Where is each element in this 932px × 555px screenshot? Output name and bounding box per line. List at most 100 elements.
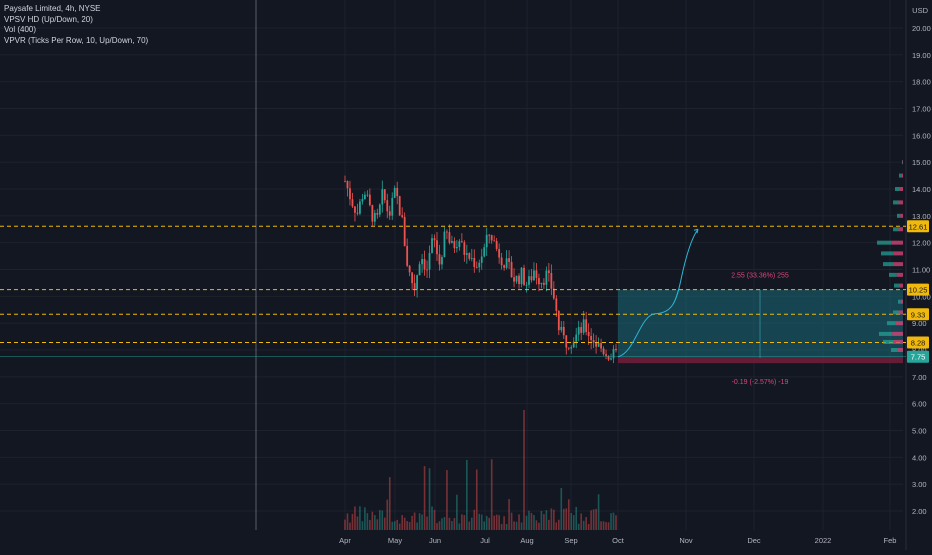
candle-body bbox=[526, 285, 528, 286]
candle-body bbox=[483, 247, 485, 256]
volume-bar bbox=[533, 515, 535, 530]
y-tick-label: 6.00 bbox=[912, 400, 927, 409]
volume-bar bbox=[588, 524, 590, 530]
profile-bar-down bbox=[892, 332, 903, 336]
candle-body bbox=[498, 249, 500, 258]
candle-body bbox=[429, 253, 431, 270]
volume-bar bbox=[386, 500, 388, 530]
candle-body bbox=[568, 348, 570, 349]
volume-bar bbox=[449, 518, 451, 530]
candle-body bbox=[441, 257, 443, 264]
profile-bar-up bbox=[889, 273, 897, 277]
profile-bar-up bbox=[879, 332, 892, 336]
candle-body bbox=[386, 200, 388, 211]
legend-vpvr[interactable]: VPVR (Ticks Per Row, 10, Up/Down, 70) bbox=[4, 36, 148, 47]
candle-body bbox=[508, 258, 510, 262]
profile-bar-up bbox=[891, 348, 898, 352]
x-tick-label: Dec bbox=[747, 536, 761, 545]
candle-body bbox=[523, 268, 525, 285]
volume-bar bbox=[491, 459, 493, 530]
volume-bar bbox=[459, 523, 461, 530]
y-tick-label: 17.00 bbox=[912, 105, 931, 114]
candle-body bbox=[590, 336, 592, 340]
y-tick-label: 11.00 bbox=[912, 266, 930, 275]
volume-bar bbox=[546, 510, 548, 530]
volume-bar bbox=[347, 513, 349, 530]
candle-body bbox=[349, 188, 351, 199]
volume-bar bbox=[575, 507, 577, 530]
x-tick-label: Sep bbox=[564, 536, 577, 545]
volume-bar bbox=[595, 509, 597, 530]
target-measure-label: 2.55 (33.36%) 255 bbox=[731, 273, 789, 280]
candle-body bbox=[521, 268, 523, 284]
volume-bar bbox=[526, 516, 528, 530]
volume-bar bbox=[593, 509, 595, 530]
volume-bar bbox=[359, 506, 361, 530]
profile-bar-up bbox=[877, 241, 891, 245]
candle-body bbox=[615, 349, 617, 350]
volume-bar bbox=[454, 518, 456, 530]
volume-bar bbox=[556, 522, 558, 530]
stop-zone[interactable] bbox=[618, 358, 903, 363]
volume-bar bbox=[416, 523, 418, 530]
candle-body bbox=[466, 253, 468, 255]
candle-body bbox=[419, 264, 421, 275]
volume-bar bbox=[409, 522, 411, 530]
target-zone[interactable] bbox=[618, 290, 903, 358]
candle-body bbox=[503, 265, 505, 268]
candle-body bbox=[511, 262, 513, 277]
volume-bar bbox=[521, 523, 523, 530]
currency-label: USD bbox=[912, 6, 928, 15]
volume-bar bbox=[381, 511, 383, 530]
volume-bar bbox=[483, 521, 485, 530]
volume-bar bbox=[578, 524, 580, 530]
candle-body bbox=[605, 354, 607, 356]
profile-bar-up bbox=[894, 284, 899, 288]
volume-bar bbox=[481, 515, 483, 530]
profile-bar-up bbox=[883, 340, 894, 344]
volume-bar bbox=[536, 520, 538, 530]
volume-bar bbox=[444, 517, 446, 530]
profile-bar-down bbox=[899, 310, 904, 314]
legend-symbol[interactable]: Paysafe Limited, 4h, NYSE bbox=[4, 4, 148, 15]
candle-body bbox=[558, 311, 560, 330]
candle-body bbox=[536, 270, 538, 278]
volume-bar bbox=[523, 410, 525, 530]
candle-body bbox=[588, 332, 590, 336]
volume-bar bbox=[541, 511, 543, 530]
candle-body bbox=[434, 238, 436, 240]
candle-body bbox=[389, 211, 391, 215]
volume-bar bbox=[401, 515, 403, 530]
candle-body bbox=[598, 343, 600, 347]
volume-bar bbox=[364, 507, 366, 530]
candle-body bbox=[453, 241, 455, 248]
y-tick-label: 2.00 bbox=[912, 507, 927, 516]
volume-bar bbox=[548, 520, 550, 530]
candle-body bbox=[376, 213, 378, 215]
candle-body bbox=[451, 241, 453, 243]
volume-bar bbox=[369, 520, 371, 530]
legend-vpsv[interactable]: VPSV HD (Up/Down, 20) bbox=[4, 15, 148, 26]
volume-bar bbox=[476, 470, 478, 530]
stop-measure-label: -0.19 (-2.57%) -19 bbox=[732, 379, 789, 386]
x-tick-label: Nov bbox=[679, 536, 693, 545]
candle-body bbox=[471, 258, 473, 259]
candle-body bbox=[354, 206, 356, 212]
legend-vol[interactable]: Vol (400) bbox=[4, 25, 148, 36]
volume-bar bbox=[478, 514, 480, 530]
volume-bar bbox=[513, 521, 515, 530]
volume-bar bbox=[384, 518, 386, 530]
volume-bar bbox=[580, 514, 582, 530]
volume-bar bbox=[528, 511, 530, 530]
candle-body bbox=[533, 270, 535, 280]
volume-bar bbox=[516, 522, 518, 530]
candle-body bbox=[506, 258, 508, 268]
profile-bar-up bbox=[895, 187, 899, 191]
volume-bar bbox=[501, 524, 503, 530]
candle-body bbox=[406, 246, 408, 266]
volume-bar bbox=[406, 521, 408, 530]
candle-body bbox=[486, 235, 488, 247]
candle-body bbox=[563, 327, 565, 335]
